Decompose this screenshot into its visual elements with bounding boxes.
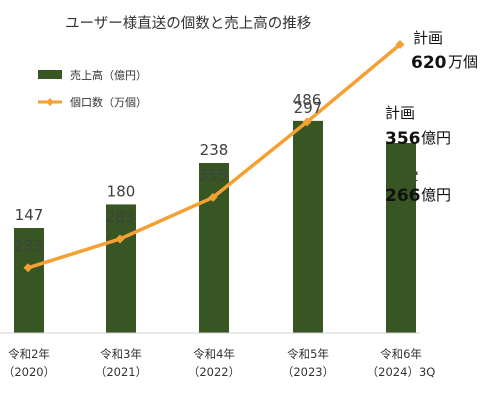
line-data-labels: 233 283 355 486 [14,91,322,255]
line-point [23,263,33,273]
line-label: 283 [106,208,135,226]
line-plan-value: 620 [411,53,447,73]
line-label: 355 [199,166,228,184]
line-plan-unit: 万個 [448,53,478,71]
bar-label: 180 [107,182,136,200]
bar-data-labels: 147 180 238 297 [15,99,323,224]
x-tick-label: 令和4年 [193,347,235,361]
bar-series [14,120,416,333]
x-tick-label: 令和6年 [380,347,422,361]
bar [386,143,416,333]
line-point [208,192,218,202]
x-tick-label: 令和5年 [287,347,329,361]
bar-plan-outline [387,171,418,211]
legend-line-marker [46,98,54,106]
bar-actual-value: 266 [385,186,421,206]
x-tick-label: 令和3年 [100,347,142,361]
x-tick-sublabel: （2020） [3,365,55,379]
line-label: 233 [14,237,43,255]
x-tick-sublabel: （2023） [282,365,334,379]
x-tick-sublabel: （2021） [95,365,147,379]
legend: 売上高（億円） 個口数（万個） [38,68,147,109]
x-tick-sublabel: （2024）3Q [367,365,436,379]
bar [14,228,44,333]
bar-label: 147 [15,206,44,224]
line-series [23,40,405,273]
bar-plan-label: 計画 [385,104,415,122]
line-plan-annotation: 計画 620 万個 [411,29,478,73]
legend-bar-label: 売上高（億円） [70,68,147,82]
bar [293,120,323,333]
line-point [302,117,312,127]
bar [106,204,136,333]
legend-line-label: 個口数（万個） [70,96,147,109]
bar-plan-value: 356 [385,129,421,149]
chart-title: ユーザー様直送の個数と売上高の推移 [65,15,311,32]
legend-bar-swatch [38,70,62,79]
x-tick-sublabel: （2022） [188,365,240,379]
bar-plan-unit: 億円 [421,129,451,147]
bar-actual-unit: 億円 [421,186,451,204]
bar-plan-annotation: 計画 356 億円 [385,104,451,149]
line-plan-label: 計画 [413,29,443,47]
bar-label: 297 [294,99,323,117]
bar [199,163,229,333]
x-tick-labels: 令和2年 （2020） 令和3年 （2021） 令和4年 （2022） 令和5年 （2023）… [3,347,435,379]
bar-label: 238 [200,141,229,159]
bar-actual-annotation: 266 億円 [385,171,451,211]
line-label: 486 [293,91,322,109]
x-tick-label: 令和2年 [8,347,50,361]
line-point [395,40,405,50]
line-point [115,234,125,244]
